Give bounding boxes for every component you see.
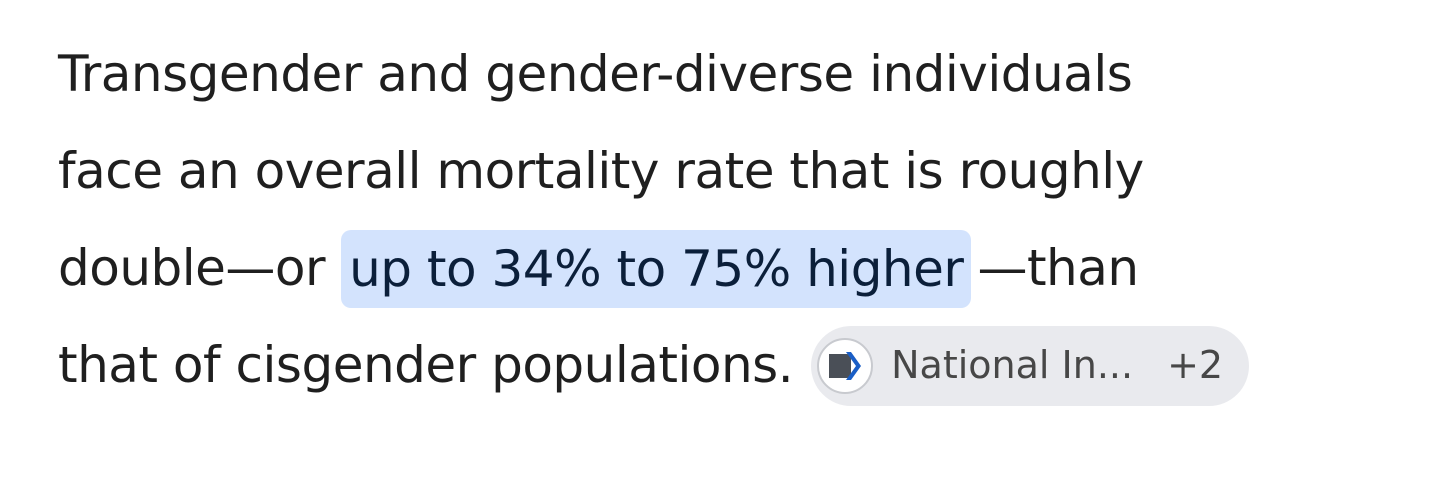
text: that of cisgender populations. <box>58 336 794 394</box>
highlighted-text[interactable]: up to 34% to 75% higher <box>341 229 972 308</box>
citation-label: National In... <box>891 343 1134 387</box>
citation-chip[interactable]: National In... +2 <box>811 325 1250 406</box>
text: double—or <box>58 239 326 297</box>
text: —than <box>977 239 1139 297</box>
text-line: face an overall mortality rate that is r… <box>58 123 1249 220</box>
source-icon <box>817 337 874 394</box>
text-line: that of cisgender populations. National … <box>58 317 1250 414</box>
text: face an overall mortality rate that is r… <box>58 142 1144 200</box>
citation-count: +2 <box>1167 343 1224 387</box>
answer-paragraph: Transgender and gender-diverse individua… <box>58 26 1250 414</box>
text-line: Transgender and gender-diverse individua… <box>58 26 1249 123</box>
text-line: double—or up to 34% to 75% higher —than <box>58 220 1249 317</box>
text: Transgender and gender-diverse individua… <box>58 45 1133 103</box>
